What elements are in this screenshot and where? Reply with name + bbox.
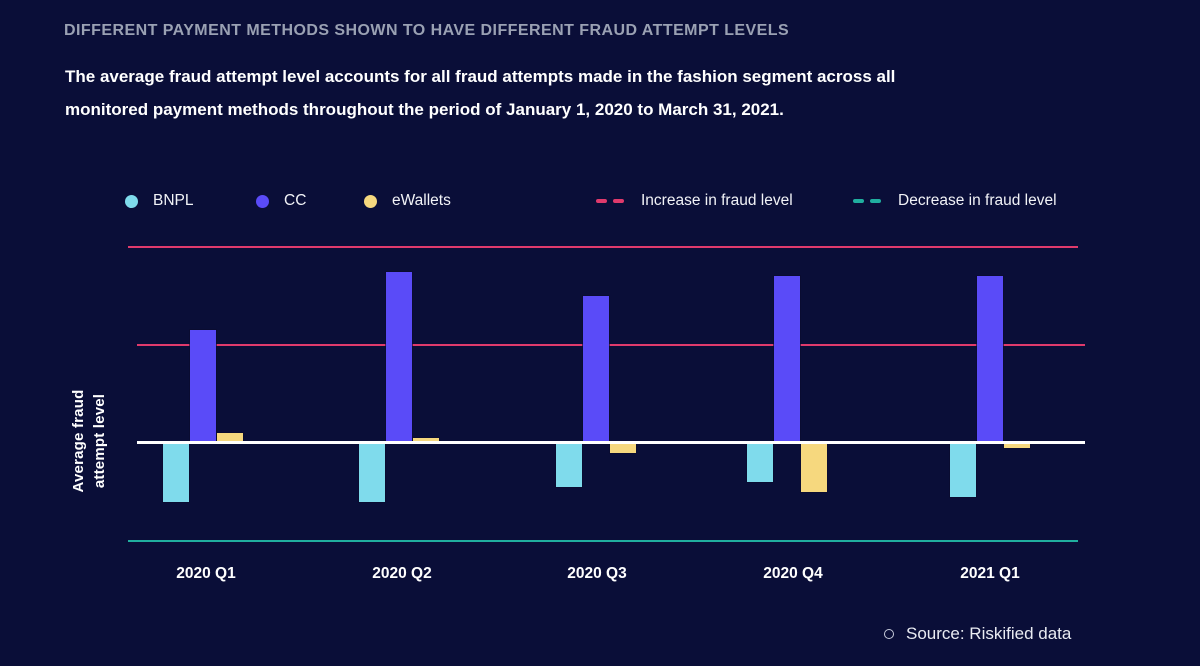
bar-ewallets-2020-q2 [413, 438, 439, 443]
legend-label-cc: CC [284, 192, 307, 209]
legend-item-increase: Increase in fraud level [596, 192, 793, 210]
bar-bnpl-2020-q2 [359, 443, 385, 502]
bar-cc-2020-q3 [583, 296, 609, 443]
x-axis-label-2020-q1: 2020 Q1 [176, 565, 236, 582]
bar-cc-2020-q4 [774, 276, 800, 443]
source-note: Source: Riskified data [884, 624, 1071, 644]
legend-item-bnpl: BNPL [125, 192, 194, 210]
decrease-dash-icon [853, 199, 887, 203]
x-axis-label-2020-q3: 2020 Q3 [567, 565, 627, 582]
bar-ewallets-2020-q3 [610, 443, 636, 453]
legend-item-ewallets: eWallets [364, 192, 451, 210]
source-bullet-icon [884, 629, 894, 639]
bar-cc-2020-q2 [386, 271, 412, 443]
increase-reference-line [128, 246, 1078, 248]
bar-ewallets-2020-q4 [801, 443, 827, 492]
legend-label-ewallets: eWallets [392, 192, 451, 209]
page-title: DIFFERENT PAYMENT METHODS SHOWN TO HAVE … [64, 22, 790, 39]
increase-dash-icon [596, 199, 630, 203]
bar-cc-2021-q1 [977, 276, 1003, 443]
bar-ewallets-2021-q1 [1004, 443, 1030, 448]
x-axis-label-2020-q2: 2020 Q2 [372, 565, 432, 582]
legend-item-cc: CC [256, 192, 306, 210]
source-text: Source: Riskified data [906, 624, 1072, 643]
bar-ewallets-2020-q1 [217, 433, 243, 443]
legend: BNPL CC eWallets Increase in fraud level… [0, 192, 1200, 212]
decrease-reference-line [128, 540, 1078, 542]
x-axis-label-2021-q1: 2021 Q1 [960, 565, 1020, 582]
bar-bnpl-2020-q4 [747, 443, 773, 483]
bar-bnpl-2020-q3 [556, 443, 582, 488]
subtitle-line-1: The average fraud attempt level accounts… [65, 67, 896, 86]
legend-label-bnpl: BNPL [153, 192, 194, 209]
chart-subtitle: The average fraud attempt level accounts… [65, 60, 895, 126]
bar-cc-2020-q1 [190, 330, 216, 443]
bnpl-dot-icon [125, 194, 138, 208]
legend-label-decrease: Decrease in fraud level [898, 192, 1057, 209]
bar-bnpl-2021-q1 [950, 443, 976, 497]
zero-baseline [137, 441, 1085, 444]
increase-reference-line [137, 344, 1085, 346]
subtitle-line-2: monitored payment methods throughout the… [65, 100, 784, 119]
legend-item-decrease: Decrease in fraud level [853, 192, 1057, 210]
x-axis-label-2020-q4: 2020 Q4 [763, 565, 823, 582]
cc-dot-icon [256, 194, 269, 208]
legend-label-increase: Increase in fraud level [641, 192, 793, 209]
ewallets-dot-icon [364, 194, 377, 208]
bar-bnpl-2020-q1 [163, 443, 189, 502]
